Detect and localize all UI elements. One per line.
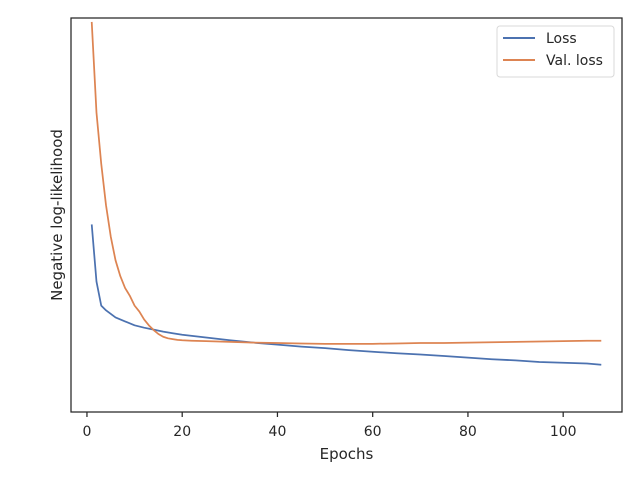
plot-frame — [70, 17, 623, 413]
x-tick-label: 40 — [269, 424, 287, 440]
legend-label-loss: Loss — [546, 31, 577, 47]
x-tick-label: 20 — [173, 424, 191, 440]
x-tick-label: 80 — [459, 424, 477, 440]
y-axis-label: Negative log-likelihood — [48, 129, 66, 301]
x-tick-label: 100 — [550, 424, 577, 440]
legend: Loss Val. loss — [496, 25, 615, 78]
legend-label-val-loss: Val. loss — [546, 53, 603, 69]
series-line-val-loss — [90, 21, 602, 345]
x-tick-label: 60 — [364, 424, 382, 440]
x-axis-label: Epochs — [320, 445, 374, 463]
plot-area — [90, 21, 602, 366]
x-axis-ticks: 0 20 40 60 80 100 — [82, 412, 577, 440]
x-tick-label: 0 — [82, 424, 91, 440]
